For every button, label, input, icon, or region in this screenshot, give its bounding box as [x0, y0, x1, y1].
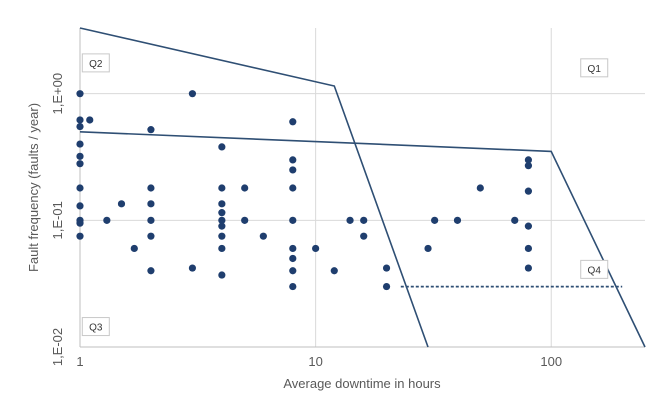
- data-point: [76, 116, 84, 124]
- data-point: [312, 244, 320, 253]
- data-point: [241, 184, 249, 192]
- data-point: [360, 232, 368, 240]
- data-point: [76, 90, 84, 98]
- data-point: [453, 216, 462, 224]
- data-point: [218, 216, 226, 224]
- quadrant-label-q3: Q3: [81, 317, 110, 337]
- data-points: [76, 90, 533, 291]
- data-point: [76, 219, 84, 227]
- data-point: [289, 118, 297, 126]
- quadrant-label-q2: Q2: [81, 53, 110, 73]
- data-point: [289, 244, 297, 253]
- data-point: [218, 232, 226, 240]
- y-tick-label: 1,E-01: [50, 201, 65, 239]
- data-point: [218, 244, 226, 253]
- y-tick-label: 1,E-02: [50, 328, 65, 366]
- data-point: [147, 267, 155, 275]
- boundary-lines: [79, 27, 646, 348]
- data-point: [382, 264, 391, 272]
- data-point: [424, 244, 432, 253]
- data-point: [289, 254, 297, 263]
- grid: [79, 28, 645, 348]
- data-point: [76, 184, 84, 192]
- quadrant-labels: Q1 Q2 Q3 Q4: [81, 53, 609, 337]
- data-point: [360, 216, 368, 224]
- data-point: [330, 267, 338, 275]
- x-tick-label: 1: [76, 354, 83, 369]
- data-point: [218, 209, 226, 217]
- quadrant-text: Q4: [588, 265, 602, 276]
- data-point: [289, 156, 297, 164]
- data-point: [76, 140, 84, 148]
- data-point: [76, 202, 84, 210]
- data-point: [76, 160, 84, 168]
- x-tick-label: 10: [308, 354, 322, 369]
- data-point: [476, 184, 484, 192]
- boundary-line-2: [79, 131, 646, 348]
- data-point: [382, 282, 391, 291]
- data-point: [103, 216, 111, 224]
- data-point: [524, 264, 533, 272]
- data-point: [147, 126, 155, 134]
- data-point: [259, 232, 267, 240]
- data-point: [147, 200, 155, 208]
- quadrant-label-q4: Q4: [580, 259, 609, 279]
- data-point: [76, 232, 84, 240]
- data-point: [76, 122, 84, 131]
- data-point: [524, 244, 533, 253]
- data-point: [218, 222, 226, 230]
- data-point: [218, 271, 226, 279]
- quadrant-text: Q2: [89, 59, 103, 70]
- data-point: [524, 156, 533, 164]
- y-axis-label: Fault frequency (faults / year): [26, 103, 41, 272]
- data-point: [346, 216, 354, 224]
- data-point: [76, 152, 84, 160]
- data-point: [147, 232, 155, 240]
- data-point: [86, 116, 94, 124]
- data-point: [289, 282, 297, 291]
- data-point: [289, 216, 297, 224]
- quadrant-text: Q1: [588, 64, 602, 75]
- data-point: [188, 90, 197, 98]
- boundary-line-1: [79, 27, 429, 348]
- x-tick-label: 100: [540, 354, 562, 369]
- data-point: [511, 216, 519, 224]
- x-axis-label: Average downtime in hours: [283, 376, 441, 391]
- data-point: [117, 200, 126, 208]
- data-point: [431, 216, 439, 224]
- data-point: [218, 200, 226, 208]
- data-point: [130, 244, 138, 253]
- data-point: [218, 184, 226, 192]
- data-point: [289, 166, 297, 174]
- data-point: [241, 216, 249, 224]
- quadrant-text: Q3: [89, 323, 103, 334]
- data-point: [524, 222, 533, 230]
- data-point: [147, 184, 155, 192]
- data-point: [524, 187, 533, 195]
- data-point: [289, 267, 297, 275]
- data-point: [524, 162, 533, 170]
- data-point: [218, 143, 226, 151]
- axes: 1 10 100 1,E-02 1,E-01 1,E+00: [50, 28, 645, 369]
- y-tick-label: 1,E+00: [50, 73, 65, 115]
- data-point: [289, 184, 297, 192]
- quadrant-label-q1: Q1: [580, 58, 609, 78]
- data-point: [147, 216, 155, 224]
- data-point: [188, 264, 197, 272]
